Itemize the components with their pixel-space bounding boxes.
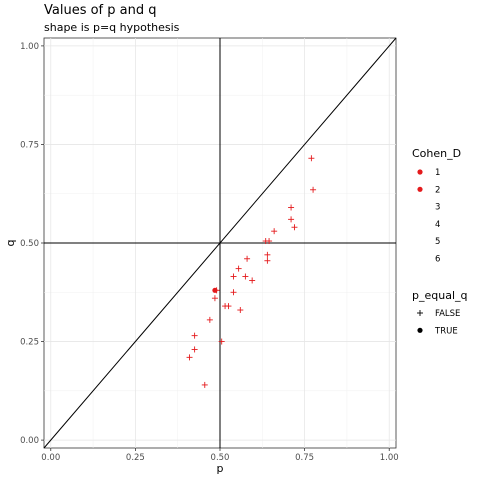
data-point-plus	[264, 257, 271, 264]
y-tick-label: 0.75	[20, 140, 39, 150]
identity-line	[43, 37, 397, 449]
data-point-plus	[242, 273, 249, 280]
x-tick-label: 0.25	[126, 453, 145, 463]
data-point-plus	[191, 346, 198, 353]
data-point-plus	[235, 265, 242, 272]
chart-subtitle: shape is p=q hypothesis	[44, 21, 180, 34]
data-point-plus	[288, 216, 295, 223]
legend-color-label: 3	[435, 203, 440, 213]
data-point-plus	[291, 224, 298, 231]
axis-ticks: 0.00 0.25 0.50 0.75 1.00 0.00 0.25 0.50 0.75 1.00	[20, 42, 399, 463]
chart-title: Values of p and q	[44, 3, 157, 18]
data-point-plus	[237, 307, 244, 314]
data-points	[186, 155, 317, 388]
legend-shape-title: p_equal_q	[412, 289, 467, 302]
data-point-plus	[225, 303, 232, 310]
data-point-plus	[271, 228, 278, 235]
legend-shape-label: FALSE	[435, 309, 460, 319]
legend-color-label: 4	[435, 220, 440, 230]
data-point-plus	[244, 255, 251, 262]
x-tick-label: 1.00	[380, 453, 399, 463]
y-tick-label: 0.25	[20, 338, 39, 348]
legend-color-key	[417, 169, 423, 175]
x-tick-label: 0.75	[295, 453, 314, 463]
legend-shape-key-plus	[417, 310, 423, 316]
y-axis-label: q	[4, 240, 17, 247]
data-point-plus	[230, 273, 237, 280]
data-point-plus	[211, 295, 218, 302]
x-tick-label: 0.50	[211, 453, 230, 463]
y-tick-label: 0.00	[20, 436, 39, 446]
y-tick-label: 1.00	[20, 42, 39, 52]
y-tick-label: 0.50	[20, 239, 39, 249]
data-point-plus	[264, 251, 271, 258]
x-axis-label: p	[217, 462, 224, 475]
legend-color-label: 5	[435, 237, 440, 247]
data-point-plus	[218, 338, 225, 345]
legend-color-label: 2	[435, 185, 440, 195]
data-point-plus	[308, 155, 315, 162]
data-point-plus	[266, 238, 273, 245]
data-point-plus	[249, 277, 256, 284]
legend-color-label: 1	[435, 168, 440, 178]
reference-lines	[43, 37, 397, 449]
data-point-plus	[310, 186, 317, 193]
data-point-plus	[206, 316, 213, 323]
x-tick-label: 0.00	[41, 453, 60, 463]
legend-color-key	[417, 186, 423, 192]
legend-shape-key-dot	[417, 327, 423, 333]
data-point-dot	[212, 287, 218, 293]
data-point-plus	[230, 289, 237, 296]
legend-color-label: 6	[435, 255, 440, 265]
data-point-plus	[186, 354, 193, 361]
data-point-plus	[288, 204, 295, 211]
data-point-plus	[191, 332, 198, 339]
legend-color-title: Cohen_D	[412, 147, 461, 160]
legend-shape-label: TRUE	[434, 326, 458, 336]
data-point-plus	[201, 381, 208, 388]
legend: Cohen_D 1 2 3 4 5 6 p_equal_q FALSE TRUE	[412, 147, 467, 336]
